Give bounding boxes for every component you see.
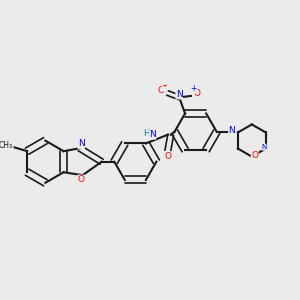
Text: H: H bbox=[143, 129, 150, 138]
Text: O: O bbox=[164, 152, 171, 160]
Text: O: O bbox=[78, 175, 85, 184]
Text: N: N bbox=[262, 144, 267, 150]
Text: O: O bbox=[158, 85, 165, 94]
Text: N: N bbox=[229, 126, 235, 135]
Text: N: N bbox=[176, 90, 183, 99]
Text: O: O bbox=[194, 89, 201, 98]
Text: CH₃: CH₃ bbox=[0, 141, 13, 150]
Text: O: O bbox=[251, 151, 258, 160]
Text: +: + bbox=[191, 84, 197, 93]
Text: N: N bbox=[78, 140, 85, 148]
Text: -: - bbox=[163, 81, 167, 91]
Text: N: N bbox=[149, 130, 156, 139]
